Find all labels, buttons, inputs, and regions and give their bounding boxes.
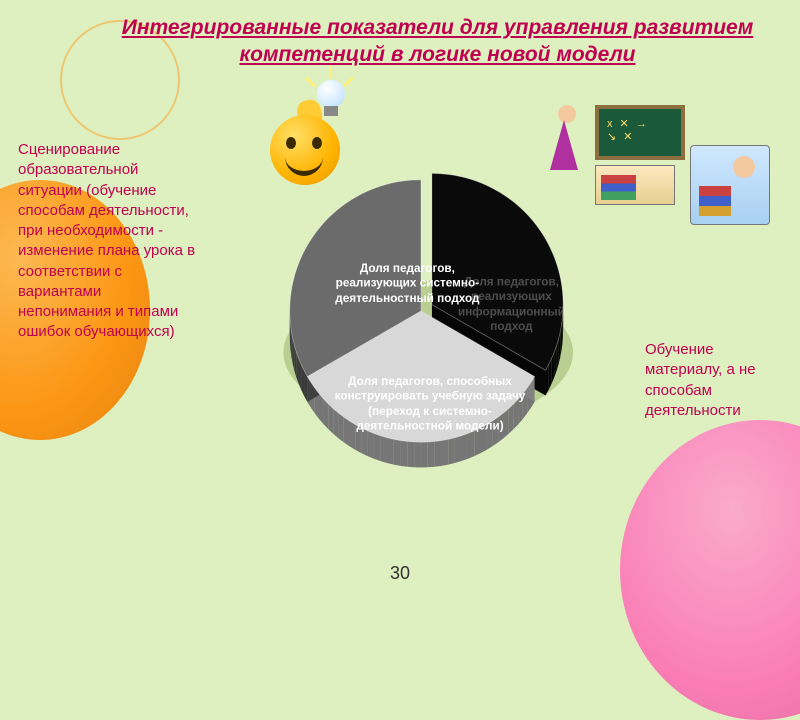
decorative-balloon-pink <box>620 420 800 720</box>
clipart-group: x ✕ →↘ ✕ <box>540 95 770 215</box>
page-number: 30 <box>390 563 410 584</box>
teacher-icon <box>540 95 595 185</box>
chalkboard-icon: x ✕ →↘ ✕ <box>595 105 685 160</box>
pie-slice-label: Доля педагогов, способных конструировать… <box>326 374 534 433</box>
left-annotation: Сценирование образовательной ситуации (о… <box>18 140 198 343</box>
lightbulb-icon <box>315 80 347 120</box>
desk-icon <box>595 165 675 205</box>
smiley-icon <box>270 115 340 185</box>
pie-slice-label: Доля педагогов, реализующих информационн… <box>444 275 580 334</box>
slide-title: Интегрированные показатели для управлени… <box>95 14 780 69</box>
student-icon <box>690 145 770 225</box>
right-annotation: Обучение материалу, а не способам деятел… <box>645 340 775 421</box>
